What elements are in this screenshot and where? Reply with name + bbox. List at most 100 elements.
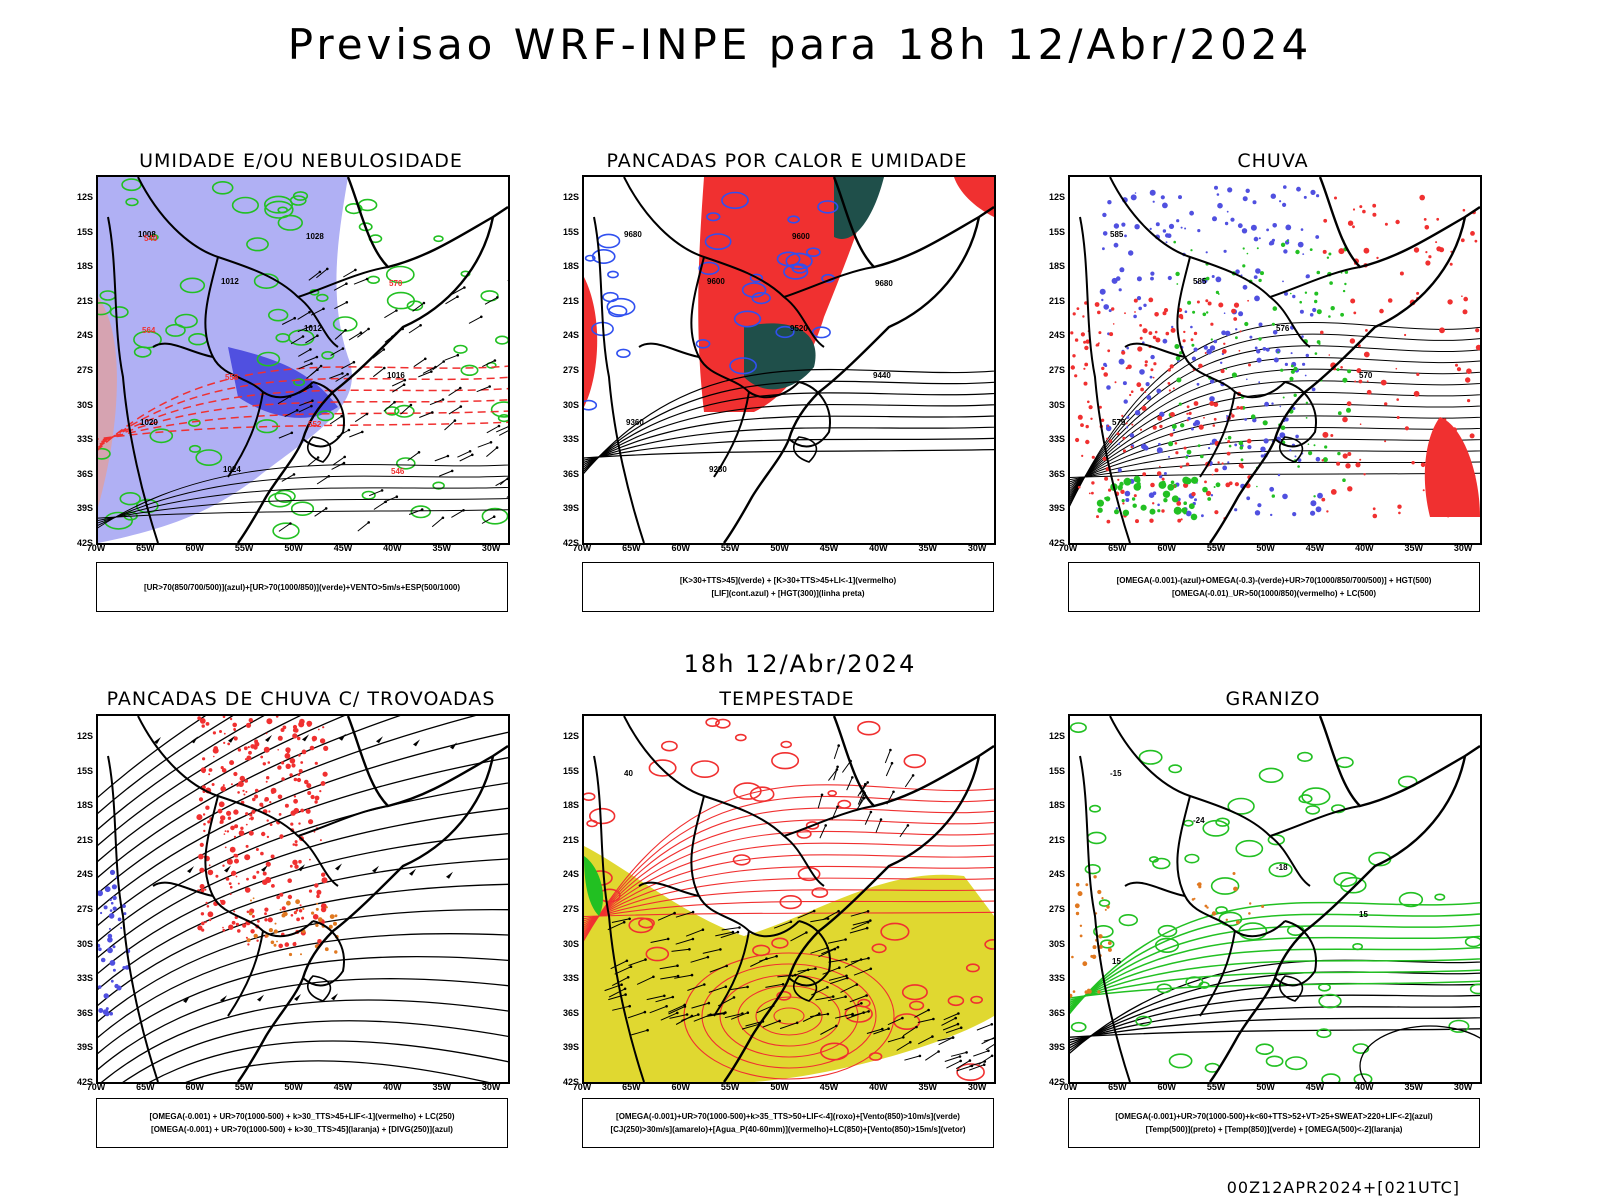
data-blob bbox=[1241, 228, 1248, 234]
wind-vector bbox=[353, 278, 368, 285]
data-blob bbox=[1202, 486, 1208, 493]
data-blob bbox=[1102, 212, 1107, 218]
data-blob bbox=[1215, 290, 1219, 294]
data-blob bbox=[1225, 368, 1228, 370]
wind-vector-head bbox=[624, 993, 627, 996]
data-blob bbox=[1179, 465, 1183, 469]
data-blob bbox=[227, 742, 231, 746]
lat-tick-label: 18S bbox=[76, 800, 93, 811]
data-blob bbox=[1122, 502, 1125, 505]
data-blob bbox=[242, 923, 247, 928]
wind-vector-head bbox=[629, 965, 633, 968]
contour-line bbox=[1070, 415, 1480, 489]
country-border bbox=[1079, 216, 1131, 543]
contour-line bbox=[1255, 1043, 1274, 1056]
data-blob bbox=[237, 929, 241, 933]
data-blob bbox=[220, 786, 226, 792]
data-blob bbox=[1106, 437, 1109, 440]
data-blob bbox=[293, 777, 298, 782]
data-blob bbox=[293, 807, 300, 814]
contour-line bbox=[771, 937, 789, 949]
contour-line bbox=[1086, 831, 1107, 845]
country-border bbox=[623, 716, 825, 887]
wind-vector-head bbox=[341, 347, 345, 350]
data-blob bbox=[1242, 196, 1248, 202]
wind-vector-head bbox=[731, 930, 735, 934]
lon-tick-label: 40W bbox=[383, 1082, 402, 1092]
lon-tick-label: 60W bbox=[671, 1082, 691, 1092]
contour-line bbox=[880, 922, 910, 941]
contour-line bbox=[1352, 943, 1363, 951]
data-blob bbox=[1293, 366, 1298, 371]
data-blob bbox=[1153, 362, 1157, 366]
lon-tick-label: 65W bbox=[622, 1082, 641, 1092]
wind-vector-head bbox=[724, 985, 728, 988]
data-blob bbox=[290, 822, 294, 826]
data-blob bbox=[305, 808, 311, 814]
wind-vector-head bbox=[831, 995, 835, 998]
contour-line bbox=[366, 275, 380, 285]
wind-vector-head bbox=[422, 301, 426, 305]
data-blob bbox=[1256, 247, 1259, 250]
wind-vector bbox=[611, 918, 630, 923]
data-blob bbox=[1154, 330, 1158, 334]
data-blob bbox=[112, 968, 116, 972]
wind-vector bbox=[917, 1036, 933, 1045]
contour-line bbox=[749, 786, 775, 802]
wind-vector bbox=[432, 361, 445, 371]
contour-line bbox=[584, 877, 994, 924]
wind-vector-head bbox=[623, 987, 627, 991]
country-border bbox=[1274, 381, 1317, 448]
country-border bbox=[638, 342, 700, 358]
data-blob bbox=[1126, 426, 1129, 429]
wind-vector bbox=[820, 1025, 837, 1035]
wind-vector bbox=[668, 1006, 686, 1015]
data-blob bbox=[1203, 345, 1208, 350]
data-blob bbox=[317, 728, 320, 731]
data-blob bbox=[1232, 872, 1236, 875]
data-blob bbox=[204, 888, 207, 891]
contour-line bbox=[701, 963, 877, 1069]
wind-vector bbox=[675, 938, 694, 945]
data-blob bbox=[1082, 961, 1088, 967]
data-blob bbox=[1204, 904, 1208, 908]
contour-label: 1012 bbox=[221, 277, 239, 286]
data-blob bbox=[1359, 458, 1362, 461]
data-blob bbox=[261, 804, 264, 808]
wind-vector-head bbox=[863, 782, 867, 786]
contour-line bbox=[1070, 969, 1480, 1001]
wind-vector bbox=[690, 956, 709, 963]
wind-vector-head bbox=[453, 419, 457, 422]
panel-title-granizo: GRANIZO bbox=[1225, 688, 1321, 710]
lon-tick-label: 40W bbox=[869, 1082, 888, 1092]
wind-vector-head bbox=[860, 1002, 863, 1005]
data-blob bbox=[1098, 331, 1102, 335]
wind-vector-head bbox=[844, 938, 847, 941]
data-blob bbox=[227, 816, 232, 820]
contour-line bbox=[589, 807, 616, 825]
legend-line: [Temp(500)](preto) + [Temp(850)](verde) … bbox=[1145, 1125, 1403, 1134]
data-blob bbox=[1079, 934, 1083, 938]
data-blob bbox=[1074, 374, 1078, 378]
data-blob bbox=[1136, 276, 1142, 282]
data-blob bbox=[223, 741, 226, 744]
strong-wind-area bbox=[584, 856, 604, 916]
wind-vector bbox=[608, 994, 626, 1001]
data-blob bbox=[107, 937, 113, 943]
contour-line bbox=[820, 1042, 850, 1061]
data-blob bbox=[334, 950, 338, 954]
wind-vector bbox=[457, 450, 471, 458]
contour-line bbox=[733, 782, 762, 800]
data-blob bbox=[1254, 510, 1261, 516]
streamline bbox=[98, 933, 508, 1039]
data-blob bbox=[1075, 911, 1080, 916]
data-blob bbox=[315, 907, 319, 911]
data-blob bbox=[1162, 311, 1167, 316]
data-blob bbox=[1340, 366, 1343, 369]
wind-vector-head bbox=[403, 378, 407, 382]
data-blob bbox=[1152, 491, 1157, 496]
data-blob bbox=[1200, 454, 1204, 459]
data-blob bbox=[319, 839, 322, 842]
contour-line bbox=[1070, 1017, 1480, 1041]
lat-tick-label: 36S bbox=[562, 468, 579, 479]
